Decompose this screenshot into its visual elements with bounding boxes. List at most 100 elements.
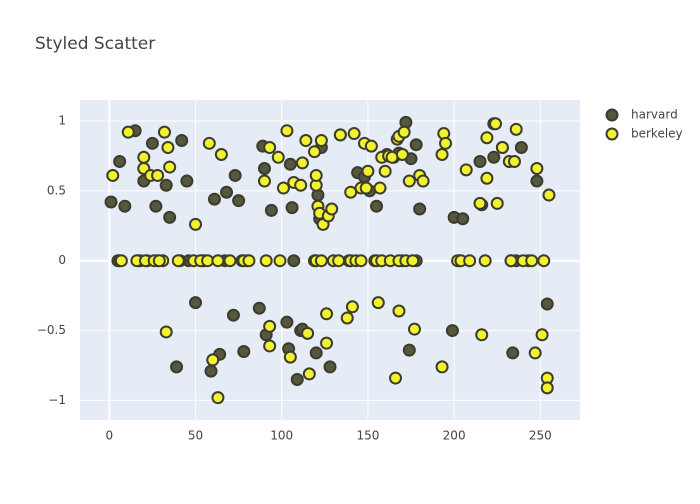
y-tick-label: −1: [48, 393, 66, 407]
point: [121, 125, 135, 139]
point: [264, 203, 278, 217]
point: [435, 147, 449, 161]
point: [237, 345, 251, 359]
point: [232, 194, 246, 208]
point: [389, 371, 403, 385]
point: [273, 254, 287, 268]
point: [263, 339, 277, 353]
point: [416, 174, 430, 188]
x-tick-label: 50: [188, 429, 203, 443]
point: [435, 360, 449, 374]
legend-label: berkeley: [631, 127, 683, 141]
point: [530, 174, 544, 188]
point: [478, 254, 492, 268]
point: [290, 372, 304, 386]
point: [354, 254, 368, 268]
point: [385, 150, 399, 164]
point: [211, 391, 225, 405]
point: [207, 192, 221, 206]
point: [314, 134, 328, 148]
point: [257, 174, 271, 188]
point: [294, 178, 308, 192]
point: [280, 124, 294, 138]
point: [113, 154, 127, 168]
point: [106, 168, 120, 182]
point: [439, 136, 453, 150]
point: [409, 138, 423, 152]
point: [332, 254, 346, 268]
point: [159, 325, 173, 339]
point: [104, 195, 118, 209]
point: [204, 364, 218, 378]
point: [114, 254, 128, 268]
point: [406, 254, 420, 268]
x-tick-label: 150: [356, 429, 379, 443]
point: [347, 127, 361, 141]
point: [489, 117, 503, 131]
point: [537, 254, 551, 268]
point: [171, 254, 185, 268]
point: [473, 196, 487, 210]
point: [149, 199, 163, 213]
point: [456, 212, 470, 226]
point: [344, 185, 358, 199]
point: [333, 128, 347, 142]
point: [459, 163, 473, 177]
legend-label: harvard: [631, 108, 678, 122]
point: [157, 125, 171, 139]
point: [283, 350, 297, 364]
y-tick-label: −0.5: [37, 323, 66, 337]
point: [495, 141, 509, 155]
point: [302, 367, 316, 381]
point: [320, 307, 334, 321]
point: [161, 141, 175, 155]
point: [413, 202, 427, 216]
point: [392, 304, 406, 318]
point: [490, 196, 504, 210]
point: [395, 147, 409, 161]
point: [373, 181, 387, 195]
point: [257, 161, 271, 175]
point: [276, 181, 290, 195]
point: [180, 174, 194, 188]
point: [145, 136, 159, 150]
point: [314, 254, 328, 268]
x-tick-label: 250: [529, 429, 552, 443]
point: [211, 254, 225, 268]
point: [507, 154, 521, 168]
point: [540, 297, 554, 311]
point: [359, 181, 373, 195]
point: [202, 136, 216, 150]
point: [323, 360, 337, 374]
point: [370, 199, 384, 213]
point: [528, 346, 542, 360]
point: [463, 254, 477, 268]
point: [152, 254, 166, 268]
point: [525, 254, 539, 268]
point: [163, 210, 177, 224]
point: [402, 343, 416, 357]
point: [378, 164, 392, 178]
y-tick-label: 0.5: [47, 183, 66, 197]
x-tick-label: 100: [270, 429, 293, 443]
point: [159, 178, 173, 192]
point: [473, 154, 487, 168]
point: [480, 171, 494, 185]
point: [514, 141, 528, 155]
legend-marker: [605, 108, 619, 122]
point: [206, 353, 220, 367]
point: [226, 308, 240, 322]
point: [407, 322, 421, 336]
point: [509, 122, 523, 136]
series-1: [106, 117, 556, 405]
point: [214, 147, 228, 161]
point: [535, 328, 549, 342]
legend-marker: [605, 127, 619, 141]
point: [137, 150, 151, 164]
point: [397, 125, 411, 139]
point: [151, 168, 165, 182]
x-tick-label: 0: [105, 429, 113, 443]
point: [223, 254, 237, 268]
point: [325, 202, 339, 216]
